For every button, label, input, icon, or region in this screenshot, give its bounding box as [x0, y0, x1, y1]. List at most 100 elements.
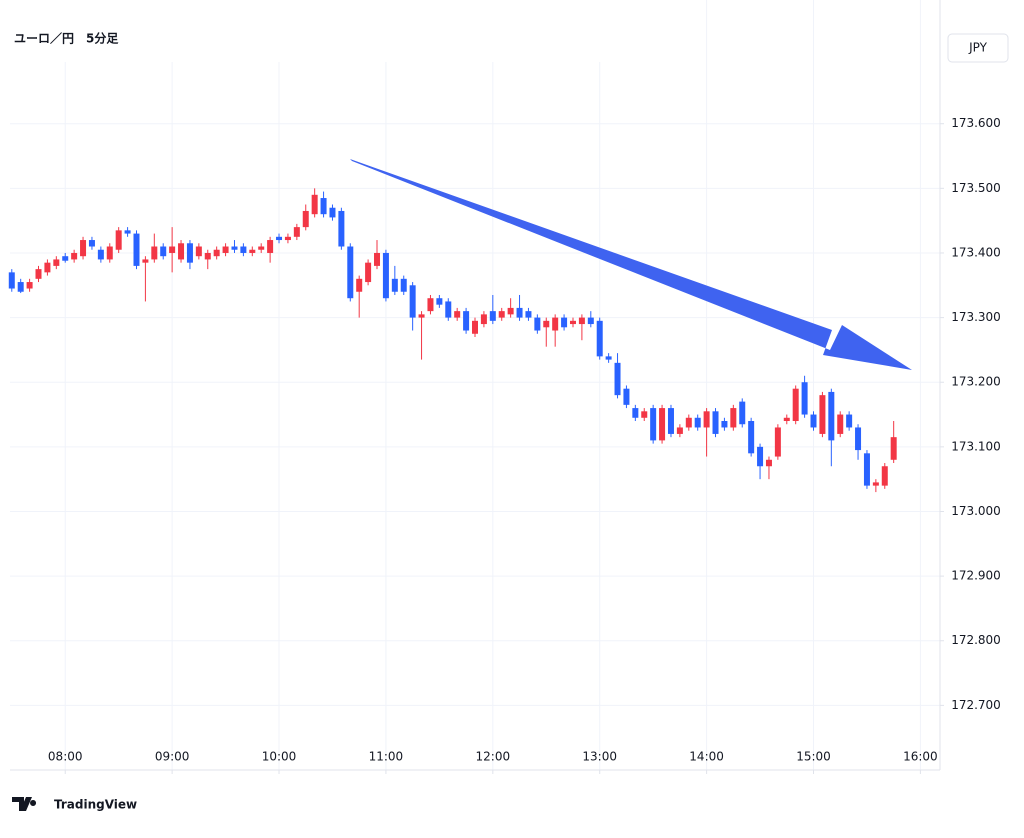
candle-body [178, 243, 185, 260]
candle-body [213, 249, 220, 257]
candle-body [302, 210, 309, 228]
candle-body [311, 194, 318, 215]
candle-body [436, 298, 443, 305]
candle-body [783, 417, 790, 422]
candle-body [872, 482, 879, 486]
candle-body [881, 466, 888, 486]
candle-body [552, 317, 559, 331]
logo-mark [12, 797, 37, 811]
candle-body [712, 411, 719, 434]
candle-body [801, 382, 808, 415]
candle-body [142, 259, 149, 263]
y-tick-label: 173.200 [951, 375, 1001, 389]
candle-body [837, 414, 844, 434]
candle-body [792, 388, 799, 422]
candle-body [650, 408, 657, 441]
candle-body [863, 453, 870, 486]
candle-body [169, 246, 176, 253]
candle-body [685, 417, 692, 428]
candle-body [846, 414, 853, 428]
candle-body [765, 459, 772, 467]
candles [8, 188, 897, 493]
candle-body [454, 311, 461, 318]
candle-body [160, 246, 167, 257]
candle-body [258, 246, 265, 250]
candle-body [427, 298, 434, 312]
candle-body [347, 246, 354, 299]
candle-body [694, 417, 701, 428]
x-tick-label: 10:00 [262, 750, 297, 764]
candle-body [115, 230, 122, 250]
candle-body [543, 320, 550, 328]
candle-body [587, 317, 594, 325]
candle-body [489, 311, 496, 321]
y-tick-label: 173.500 [951, 181, 1001, 195]
y-tick-label: 172.800 [951, 633, 1001, 647]
candle-body [516, 307, 523, 318]
candle-body [739, 401, 746, 425]
y-tick-label: 173.100 [951, 439, 1001, 453]
y-tick-label: 172.900 [951, 569, 1001, 583]
candle-body [828, 391, 835, 441]
candle-body [97, 249, 104, 260]
brand-name: TradingView [54, 798, 137, 812]
candle-body [757, 446, 764, 467]
grid [10, 0, 940, 770]
candle-body [195, 246, 202, 257]
candle-body [748, 421, 755, 454]
candle-body [561, 317, 568, 328]
candle-body [151, 246, 158, 260]
candle-body [374, 252, 381, 266]
candle-body [124, 230, 131, 234]
candle-body [498, 311, 505, 318]
candle-body [222, 246, 229, 253]
currency-label: JPY [968, 41, 988, 55]
candle-body [62, 256, 69, 261]
x-tick-label: 15:00 [796, 750, 831, 764]
candle-body [338, 210, 345, 247]
x-tick-label: 09:00 [155, 750, 190, 764]
candle-body [605, 356, 612, 360]
candle-body [623, 388, 630, 405]
currency-box [947, 33, 1009, 63]
candle-body [44, 262, 51, 273]
candle-body [463, 311, 470, 331]
candle-body [204, 252, 211, 260]
candle-body [240, 246, 247, 253]
candle-body [17, 282, 24, 292]
candle-body [35, 269, 42, 279]
candle-body [614, 362, 621, 396]
candle-body [276, 236, 283, 241]
candle-body [525, 311, 532, 318]
candle-body [267, 240, 274, 253]
candle-body [26, 282, 33, 289]
candle-body [409, 285, 416, 318]
candle-body [231, 246, 238, 250]
y-tick-label: 173.300 [951, 310, 1001, 324]
title-background [0, 0, 605, 62]
candle-body [320, 198, 327, 215]
chart-title: ユーロ／円 5分足 [14, 31, 118, 46]
x-tick-label: 11:00 [369, 750, 404, 764]
candle-body [507, 307, 514, 315]
candle-body [632, 408, 639, 418]
candle-body [80, 240, 87, 257]
candle-body [71, 252, 78, 260]
candle-body [249, 249, 256, 253]
candle-body [578, 317, 585, 325]
y-tick-label: 172.700 [951, 698, 1001, 712]
x-tick-label: 08:00 [48, 750, 83, 764]
candle-body [133, 233, 140, 266]
candle-body [88, 240, 95, 247]
candle-body [293, 227, 300, 237]
candle-body [534, 317, 541, 331]
candle-body [855, 427, 862, 451]
candle-body [445, 301, 452, 318]
candle-body [186, 243, 193, 263]
x-tick-label: 14:00 [689, 750, 724, 764]
candle-body [641, 411, 648, 418]
candle-body [774, 427, 781, 457]
candle-body [819, 395, 826, 434]
trend-arrow [350, 159, 912, 370]
candle-body [8, 272, 15, 289]
